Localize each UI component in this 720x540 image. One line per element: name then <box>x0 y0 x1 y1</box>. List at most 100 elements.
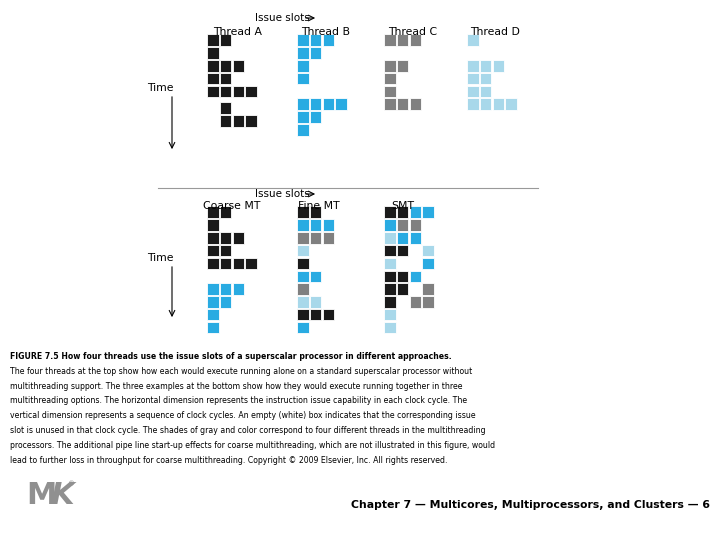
Bar <box>467 98 479 110</box>
Bar <box>323 232 334 244</box>
Bar <box>220 35 231 46</box>
Bar <box>397 60 408 72</box>
Bar <box>410 219 421 231</box>
Bar <box>220 60 231 72</box>
Bar <box>310 296 321 308</box>
Text: M: M <box>26 482 56 510</box>
Bar <box>384 73 395 84</box>
Bar <box>233 284 244 295</box>
Bar <box>384 271 395 282</box>
Text: processors. The additional pipe line start-up effects for coarse multithreading,: processors. The additional pipe line sta… <box>10 441 495 450</box>
Bar <box>310 35 321 46</box>
Bar <box>297 60 308 72</box>
Bar <box>207 48 218 59</box>
Bar <box>492 60 504 72</box>
Bar <box>207 60 218 72</box>
Bar <box>220 284 231 295</box>
Bar <box>397 98 408 110</box>
Bar <box>323 35 334 46</box>
Bar <box>410 232 421 244</box>
Text: slot is unused in that clock cycle. The shades of gray and color correspond to f: slot is unused in that clock cycle. The … <box>10 426 485 435</box>
Bar <box>207 86 218 97</box>
Bar <box>323 219 334 231</box>
Text: multithreading options. The horizontal dimension represents the instruction issu: multithreading options. The horizontal d… <box>10 396 467 406</box>
Bar <box>297 258 308 269</box>
Bar <box>297 322 308 333</box>
Bar <box>207 296 218 308</box>
Bar <box>397 35 408 46</box>
Bar <box>233 116 244 127</box>
Bar <box>297 35 308 46</box>
Bar <box>220 232 231 244</box>
Bar <box>384 232 395 244</box>
Bar <box>467 60 479 72</box>
Bar <box>297 98 308 110</box>
Bar <box>467 35 479 46</box>
Bar <box>207 35 218 46</box>
Bar <box>207 206 218 218</box>
Text: Thread C: Thread C <box>387 27 437 37</box>
Text: Issue slots: Issue slots <box>255 13 310 23</box>
Text: The four threads at the top show how each would execute running alone on a stand: The four threads at the top show how eac… <box>10 367 472 376</box>
Bar <box>233 60 244 72</box>
Bar <box>423 258 434 269</box>
Bar <box>480 98 491 110</box>
Text: Thread B: Thread B <box>301 27 350 37</box>
Bar <box>423 296 434 308</box>
Bar <box>310 232 321 244</box>
Bar <box>480 73 491 84</box>
Bar <box>384 86 395 97</box>
Bar <box>297 232 308 244</box>
Bar <box>384 35 395 46</box>
Bar <box>207 322 218 333</box>
Bar <box>410 98 421 110</box>
Text: vertical dimension represents a sequence of clock cycles. An empty (white) box i: vertical dimension represents a sequence… <box>10 411 476 420</box>
Bar <box>310 206 321 218</box>
Bar <box>480 60 491 72</box>
Bar <box>207 284 218 295</box>
Text: Issue slots: Issue slots <box>255 189 310 199</box>
Bar <box>220 245 231 256</box>
Bar <box>220 86 231 97</box>
Bar <box>220 206 231 218</box>
Bar <box>423 284 434 295</box>
Bar <box>467 73 479 84</box>
Bar <box>207 73 218 84</box>
Bar <box>467 86 479 97</box>
Bar <box>384 296 395 308</box>
Bar <box>233 232 244 244</box>
Text: multithreading support. The three examples at the bottom show how they would exe: multithreading support. The three exampl… <box>10 382 462 390</box>
Bar <box>480 86 491 97</box>
Bar <box>384 245 395 256</box>
Bar <box>410 271 421 282</box>
Bar <box>220 116 231 127</box>
Bar <box>384 219 395 231</box>
Bar <box>220 73 231 84</box>
Bar <box>397 271 408 282</box>
Bar <box>297 309 308 320</box>
Bar <box>207 245 218 256</box>
Bar <box>384 284 395 295</box>
Bar <box>397 206 408 218</box>
Bar <box>384 309 395 320</box>
Bar <box>397 284 408 295</box>
Bar <box>207 258 218 269</box>
Bar <box>384 206 395 218</box>
Bar <box>384 98 395 110</box>
Text: Chapter 7 — Multicores, Multiprocessors, and Clusters — 6: Chapter 7 — Multicores, Multiprocessors,… <box>351 500 710 510</box>
Bar <box>492 98 504 110</box>
Bar <box>310 219 321 231</box>
Bar <box>410 296 421 308</box>
Bar <box>220 258 231 269</box>
Bar <box>384 60 395 72</box>
Text: Time: Time <box>147 253 174 263</box>
Bar <box>207 309 218 320</box>
Bar <box>297 124 308 136</box>
Bar <box>297 111 308 123</box>
Bar <box>384 322 395 333</box>
Bar <box>505 98 517 110</box>
Bar <box>246 86 257 97</box>
Bar <box>246 258 257 269</box>
Bar <box>397 232 408 244</box>
Bar <box>384 258 395 269</box>
